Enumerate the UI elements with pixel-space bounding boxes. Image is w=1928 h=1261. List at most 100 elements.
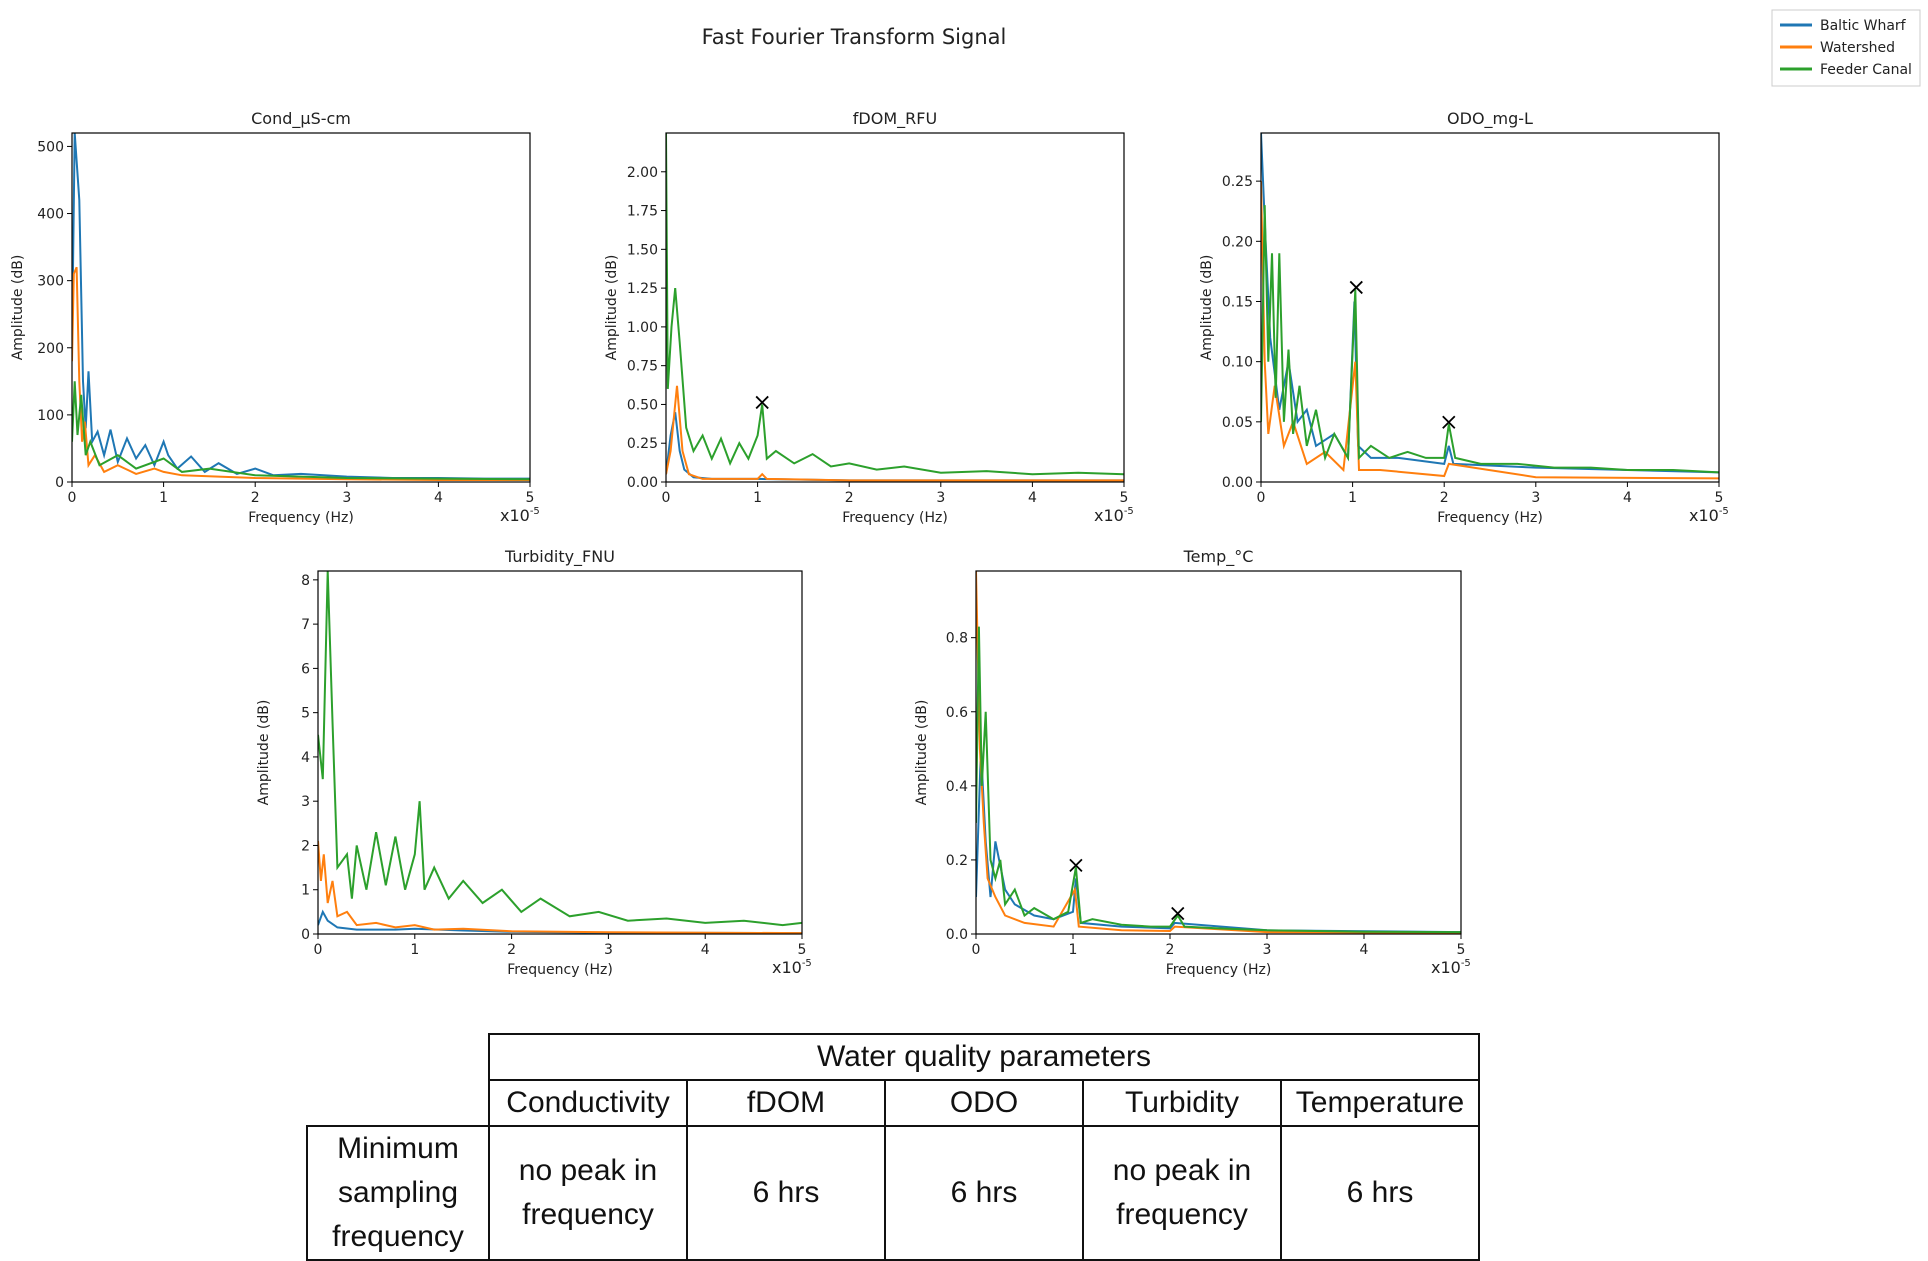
x-tick-label: 5 <box>1715 490 1724 506</box>
x-tick-label: 5 <box>1120 490 1129 506</box>
y-tick-label: 1.50 <box>627 242 658 258</box>
subplot-turbidity: 0 1 2 3 4 5 0 1 2 3 4 5 6 7 8 Turbidity_FNU Frequency (H… <box>256 547 812 978</box>
table-cell-temperature: 6 hrs <box>1280 1125 1480 1261</box>
table-cell-odo: 6 hrs <box>884 1125 1084 1261</box>
x-scale-exponent: -5 <box>802 958 812 969</box>
y-tick-label: 0.20 <box>1222 234 1253 250</box>
series-line-baltic-wharf <box>666 412 1124 482</box>
plot-frame <box>665 132 1125 483</box>
x-axis-label: Frequency (Hz) <box>248 510 354 526</box>
legend-label-feeder-canal: Feeder Canal <box>1820 62 1912 78</box>
x-tick-label: 0 <box>972 942 981 958</box>
series-line-baltic-wharf <box>1261 133 1719 474</box>
x-tick-label: 4 <box>701 942 710 958</box>
y-tick-label: 1.00 <box>627 320 658 336</box>
peak-marker <box>755 395 769 410</box>
subplot-temp: 0 1 2 3 4 5 0.0 0.2 0.4 0.6 0.8 Temp_°C Frequency (H… <box>914 547 1471 978</box>
x-tick-label: 2 <box>845 490 854 506</box>
legend-label-watershed: Watershed <box>1820 40 1895 56</box>
cell-line: no peak in <box>518 1154 658 1187</box>
x-scale-factor: x10-5 <box>1689 506 1729 525</box>
y-axis-label: Amplitude (dB) <box>1199 255 1215 361</box>
x-scale-factor: x10-5 <box>1431 958 1471 977</box>
y-tick-label: 400 <box>37 207 64 223</box>
x-tick-label: 4 <box>1623 490 1632 506</box>
plot-frame <box>71 132 531 483</box>
table-col-fdom: fDOM <box>686 1079 886 1127</box>
x-tick-label: 1 <box>410 942 419 958</box>
cell-line: no peak in <box>1112 1154 1252 1187</box>
x-tick-label: 1 <box>159 490 168 506</box>
series-line-watershed <box>72 266 530 481</box>
x-tick-label: 1 <box>753 490 762 506</box>
y-tick-label: 2 <box>301 838 310 854</box>
table-col-turbidity: Turbidity <box>1082 1079 1282 1127</box>
subplot-title: ODO_mg-L <box>1447 109 1533 129</box>
y-tick-label: 0.25 <box>627 436 658 452</box>
table-col-odo: ODO <box>884 1079 1084 1127</box>
x-scale-exponent: -5 <box>1124 506 1134 517</box>
x-tick-label: 0 <box>314 942 323 958</box>
series-line-watershed <box>318 840 802 934</box>
cell-line: frequency <box>1116 1198 1248 1231</box>
legend: Baltic Wharf Watershed Feeder Canal <box>1771 9 1921 87</box>
y-tick-label: 6 <box>301 661 310 677</box>
peak-marker <box>1069 858 1083 872</box>
y-tick-label: 1 <box>301 883 310 899</box>
y-tick-label: 0.6 <box>946 705 968 721</box>
subplot-title: Turbidity_FNU <box>504 547 615 567</box>
plot-frame <box>1260 132 1720 483</box>
y-tick-label: 0.00 <box>627 475 658 491</box>
figure-title: Fast Fourier Transform Signal <box>702 25 1007 49</box>
y-axis-label: Amplitude (dB) <box>256 700 272 806</box>
x-tick-label: 5 <box>798 942 807 958</box>
series-line-watershed <box>1261 181 1719 480</box>
sampling-table: Water quality parameters Conductivity fD… <box>306 1033 1480 1261</box>
series-line-feeder-canal <box>976 626 1461 934</box>
y-tick-label: 100 <box>37 408 64 424</box>
y-tick-label: 0.2 <box>946 853 968 869</box>
x-tick-label: 0 <box>662 490 671 506</box>
table-group-header: Water quality parameters <box>488 1033 1480 1081</box>
x-scale-exponent: -5 <box>530 506 540 517</box>
y-tick-label: 4 <box>301 750 310 766</box>
subplot-cond: 0 1 2 3 4 5 0 100 200 300 400 500 Cond_µS-cm Frequenc… <box>10 109 540 526</box>
x-tick-label: 2 <box>1166 942 1175 958</box>
y-tick-label: 2.00 <box>627 165 658 181</box>
y-tick-label: 3 <box>301 794 310 810</box>
y-tick-label: 200 <box>37 341 64 357</box>
x-tick-label: 4 <box>434 490 443 506</box>
y-tick-label: 0.75 <box>627 359 658 375</box>
y-axis-label: Amplitude (dB) <box>604 255 620 361</box>
plot-frame <box>975 570 1462 935</box>
y-tick-label: 0.0 <box>946 927 968 943</box>
y-tick-label: 1.75 <box>627 204 658 220</box>
y-tick-label: 0.50 <box>627 397 658 413</box>
x-tick-label: 2 <box>507 942 516 958</box>
y-axis-label: Amplitude (dB) <box>10 255 26 361</box>
row-label-line: sampling <box>337 1176 459 1209</box>
x-axis-label: Frequency (Hz) <box>507 962 613 978</box>
x-tick-label: 2 <box>251 490 260 506</box>
cell-line: 6 hrs <box>752 1176 820 1209</box>
series-line-feeder-canal <box>666 133 1124 476</box>
subplot-title: Cond_µS-cm <box>251 109 351 129</box>
x-axis-label: Frequency (Hz) <box>842 510 948 526</box>
y-tick-label: 8 <box>301 573 310 589</box>
x-tick-label: 3 <box>342 490 351 506</box>
table-col-temperature: Temperature <box>1280 1079 1480 1127</box>
y-tick-label: 300 <box>37 274 64 290</box>
series-line-watershed <box>976 571 1461 934</box>
y-tick-label: 500 <box>37 139 64 155</box>
table-row-label: Minimum sampling frequency <box>306 1125 490 1261</box>
series-line-feeder-canal <box>318 571 802 927</box>
x-tick-label: 3 <box>1531 490 1540 506</box>
y-axis-label: Amplitude (dB) <box>914 700 930 806</box>
peak-marker <box>1171 906 1185 921</box>
subplot-fdom: 0 1 2 3 4 5 0.00 0.25 0.50 0.75 1.00 1.25 1.50 1.75 2.… <box>604 109 1134 526</box>
cell-line: 6 hrs <box>950 1176 1018 1209</box>
x-tick-label: 0 <box>68 490 77 506</box>
fft-figure: Fast Fourier Transform Signal Baltic Wha… <box>10 9 1921 978</box>
series-line-feeder-canal <box>1261 205 1719 474</box>
row-label-line: frequency <box>332 1220 464 1253</box>
